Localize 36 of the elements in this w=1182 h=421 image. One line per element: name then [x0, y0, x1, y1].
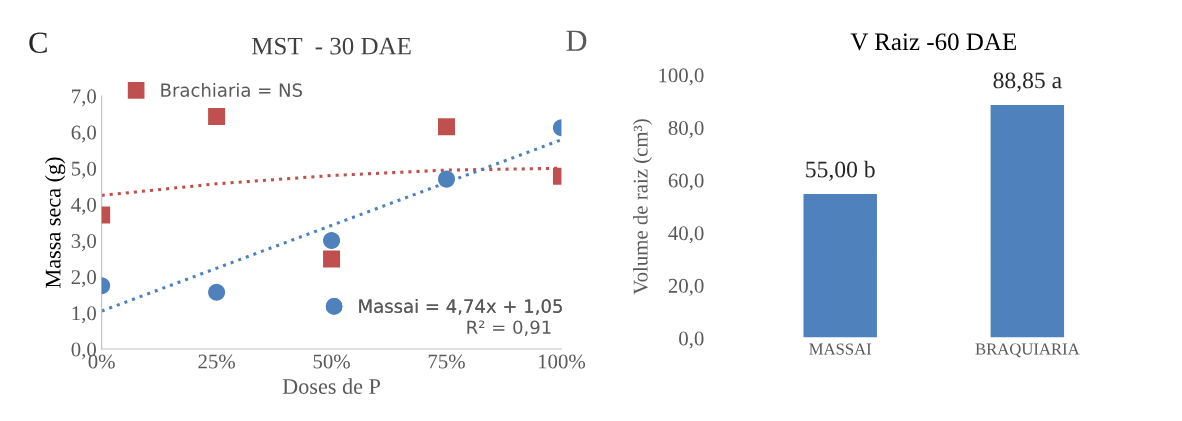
y-tick-label: 4,0	[71, 197, 96, 215]
x-tick-label: 50%	[313, 354, 350, 369]
y-tick-label: 2,0	[71, 270, 96, 288]
x-tick-label: 25%	[198, 354, 235, 369]
y-tick-label: 5,0	[71, 161, 96, 179]
y-tick-label: 100,0	[659, 68, 704, 86]
y-axis-title: Massa seca (g)	[44, 157, 66, 288]
x-tick-label: 75%	[428, 354, 465, 369]
x-tick-label: BRAQUIARIA	[975, 343, 1080, 358]
legend-label: Massai = 4,74x + 1,05	[359, 299, 562, 315]
y-tick-label: 0,0	[679, 331, 704, 349]
y-tick-label: 1,0	[72, 306, 96, 324]
point	[323, 232, 341, 250]
y-tick-label: 6,0	[71, 125, 96, 143]
x-axis-title: Doses de P	[282, 378, 381, 394]
data-label: 88,85 a	[993, 72, 1062, 92]
chart-title: V Raiz -60 DAE	[850, 33, 1016, 51]
y-tick-label: 40,0	[668, 226, 704, 244]
annotation: R² = 0,91	[467, 320, 551, 336]
legend-label: Brachiaria = NS	[161, 82, 302, 97]
y-tick-label: 3,0	[71, 233, 96, 251]
point	[208, 108, 226, 126]
y-tick-label: 60,0	[668, 173, 704, 191]
point	[208, 283, 226, 301]
y-tick-label: 7,0	[72, 89, 96, 107]
x-tick-label: MASSAI	[809, 343, 872, 355]
y-axis-title: Volume de raiz (cm³)	[633, 119, 652, 295]
y-tick-label: 80,0	[668, 120, 704, 138]
text: C	[29, 32, 47, 54]
point	[437, 170, 456, 188]
text: D	[566, 30, 587, 51]
chart-title: MST - 30 DAE	[251, 37, 411, 55]
y-tick-label: 20,0	[668, 278, 704, 296]
point	[323, 250, 341, 268]
data-label: 55,00 b	[806, 160, 875, 181]
x-tick-label: 100%	[538, 354, 586, 369]
